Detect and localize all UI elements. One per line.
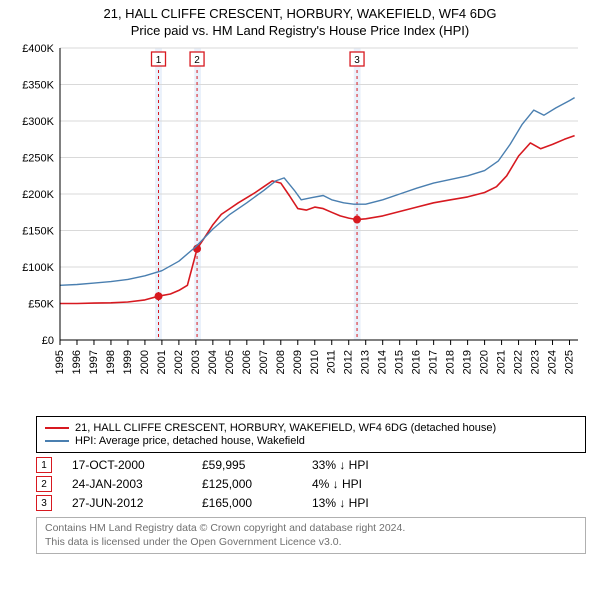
svg-text:2019: 2019 [462, 350, 474, 374]
event-diff: 4% ↓ HPI [312, 477, 362, 491]
event-price: £59,995 [202, 458, 292, 472]
svg-text:2021: 2021 [496, 350, 508, 374]
svg-text:2015: 2015 [394, 350, 406, 374]
svg-text:2022: 2022 [513, 350, 525, 374]
svg-text:2024: 2024 [547, 350, 559, 374]
svg-text:2006: 2006 [241, 350, 253, 374]
svg-text:2009: 2009 [292, 350, 304, 374]
events-table: 1 17-OCT-2000 £59,995 33% ↓ HPI 2 24-JAN… [36, 457, 586, 511]
title-main: 21, HALL CLIFFE CRESCENT, HORBURY, WAKEF… [10, 6, 590, 21]
svg-text:£400K: £400K [22, 43, 54, 55]
svg-text:1995: 1995 [54, 350, 66, 374]
chart-titles: 21, HALL CLIFFE CRESCENT, HORBURY, WAKEF… [0, 0, 600, 40]
svg-text:2008: 2008 [275, 350, 287, 374]
svg-text:2003: 2003 [190, 350, 202, 374]
svg-text:2016: 2016 [411, 350, 423, 374]
svg-text:2023: 2023 [530, 350, 542, 374]
attribution-line: Contains HM Land Registry data © Crown c… [45, 522, 577, 536]
legend-item-property: 21, HALL CLIFFE CRESCENT, HORBURY, WAKEF… [45, 422, 577, 434]
title-sub: Price paid vs. HM Land Registry's House … [10, 23, 590, 38]
svg-text:£300K: £300K [22, 116, 54, 128]
event-row: 3 27-JUN-2012 £165,000 13% ↓ HPI [36, 495, 586, 511]
event-price: £165,000 [202, 496, 292, 510]
svg-text:1997: 1997 [88, 350, 100, 374]
svg-text:£200K: £200K [22, 189, 54, 201]
svg-text:2010: 2010 [309, 350, 321, 374]
svg-text:2011: 2011 [326, 350, 338, 374]
svg-text:1999: 1999 [122, 350, 134, 374]
legend-label: HPI: Average price, detached house, Wake… [75, 435, 305, 447]
attribution-line: This data is licensed under the Open Gov… [45, 536, 577, 550]
svg-text:1996: 1996 [71, 350, 83, 374]
svg-text:£350K: £350K [22, 80, 54, 92]
svg-text:£0: £0 [42, 335, 54, 347]
svg-text:3: 3 [354, 55, 360, 66]
svg-text:2017: 2017 [428, 350, 440, 374]
svg-text:1998: 1998 [105, 350, 117, 374]
event-marker-3: 3 [36, 495, 52, 511]
svg-text:2014: 2014 [377, 350, 389, 374]
chart-svg: £0 £50K £100K £150K £200K £250K £300K £350K £400… [10, 40, 590, 410]
svg-text:£250K: £250K [22, 153, 54, 165]
svg-text:2012: 2012 [343, 350, 355, 374]
legend-item-hpi: HPI: Average price, detached house, Wake… [45, 435, 577, 447]
event-date: 17-OCT-2000 [72, 458, 182, 472]
attribution: Contains HM Land Registry data © Crown c… [36, 517, 586, 554]
svg-text:2013: 2013 [360, 350, 372, 374]
svg-text:2004: 2004 [207, 350, 219, 374]
event-row: 2 24-JAN-2003 £125,000 4% ↓ HPI [36, 476, 586, 492]
svg-text:2007: 2007 [258, 350, 270, 374]
legend-label: 21, HALL CLIFFE CRESCENT, HORBURY, WAKEF… [75, 422, 496, 434]
svg-text:£150K: £150K [22, 226, 54, 238]
svg-text:2025: 2025 [564, 350, 576, 374]
svg-text:£100K: £100K [22, 262, 54, 274]
svg-text:2020: 2020 [479, 350, 491, 374]
svg-text:£50K: £50K [28, 299, 54, 311]
svg-text:2: 2 [194, 55, 200, 66]
legend: 21, HALL CLIFFE CRESCENT, HORBURY, WAKEF… [36, 416, 586, 453]
legend-swatch [45, 427, 69, 429]
event-row: 1 17-OCT-2000 £59,995 33% ↓ HPI [36, 457, 586, 473]
event-diff: 33% ↓ HPI [312, 458, 369, 472]
event-date: 24-JAN-2003 [72, 477, 182, 491]
svg-text:2000: 2000 [139, 350, 151, 374]
svg-text:1: 1 [156, 55, 162, 66]
event-price: £125,000 [202, 477, 292, 491]
event-diff: 13% ↓ HPI [312, 496, 369, 510]
svg-text:2002: 2002 [173, 350, 185, 374]
svg-text:2005: 2005 [224, 350, 236, 374]
price-chart: £0 £50K £100K £150K £200K £250K £300K £350K £400… [10, 40, 590, 410]
event-marker-1: 1 [36, 457, 52, 473]
svg-text:2001: 2001 [156, 350, 168, 374]
event-date: 27-JUN-2012 [72, 496, 182, 510]
legend-swatch [45, 440, 69, 442]
svg-text:2018: 2018 [445, 350, 457, 374]
event-marker-2: 2 [36, 476, 52, 492]
